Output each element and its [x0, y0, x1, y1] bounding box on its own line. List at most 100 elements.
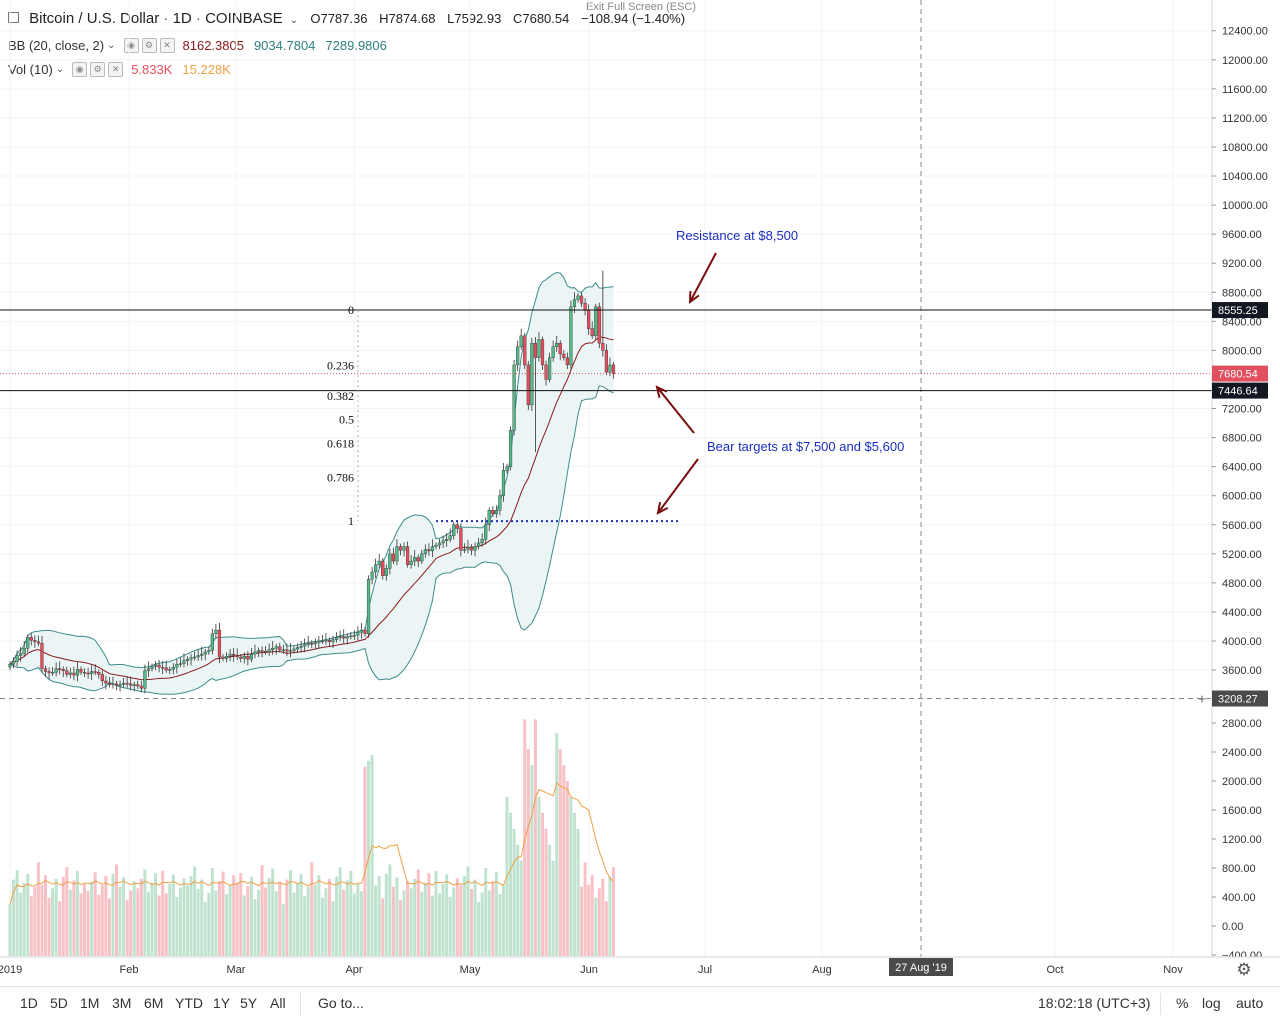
symbol-title[interactable]: Bitcoin / U.S. Dollar: [29, 10, 160, 27]
candle-body: [441, 540, 445, 544]
candle-body: [97, 672, 101, 675]
candle-body: [143, 670, 147, 689]
log-toggle[interactable]: log: [1202, 995, 1221, 1011]
candle-body: [579, 295, 584, 304]
volume-bar: [196, 889, 200, 956]
candle-body: [395, 546, 399, 562]
volume-bar: [47, 897, 51, 956]
chevron-down-icon[interactable]: ⌄: [289, 15, 299, 26]
timeframe-6m[interactable]: 6M: [144, 995, 164, 1011]
timeframe-all[interactable]: All: [270, 995, 286, 1011]
close-icon[interactable]: ✕: [159, 38, 175, 53]
candle-body: [480, 539, 484, 544]
volume-bar: [161, 870, 165, 956]
candle-body: [86, 672, 90, 675]
volume-bar: [200, 879, 204, 956]
time-tick-label: Jul: [698, 964, 712, 976]
chevron-down-icon[interactable]: ⌄: [107, 40, 116, 51]
candle-body: [423, 549, 427, 555]
chevron-down-icon[interactable]: ⌄: [55, 64, 65, 75]
candle-body: [363, 629, 367, 634]
volume-bar: [427, 873, 431, 956]
candle-body: [576, 295, 580, 300]
volume-bar: [420, 891, 424, 956]
candle-body: [409, 560, 413, 565]
candle-body: [164, 667, 168, 671]
volume-bar: [381, 898, 385, 956]
candle-body: [210, 633, 214, 651]
candle-body: [224, 656, 229, 659]
volume-bar: [612, 867, 615, 956]
volume-bar: [253, 899, 257, 956]
auto-toggle[interactable]: auto: [1236, 995, 1264, 1011]
exchange-label: COINBASE: [205, 10, 283, 27]
volume-bar: [139, 878, 143, 956]
gear-icon[interactable]: ⚙: [141, 38, 157, 53]
timeframe-1y[interactable]: 1Y: [213, 995, 231, 1011]
timeframe-3m[interactable]: 3M: [112, 995, 132, 1011]
candle-body: [43, 668, 48, 672]
exit-fullscreen-button[interactable]: Exit Full Screen (ESC): [586, 1, 697, 13]
volume-bar: [61, 876, 65, 956]
candle-body: [310, 642, 314, 645]
bb-label[interactable]: BB (20, close, 2): [8, 38, 105, 53]
volume-bar: [182, 878, 186, 956]
candle-body: [590, 328, 594, 337]
percent-toggle[interactable]: %: [1176, 995, 1189, 1011]
candle-body: [153, 664, 158, 667]
goto-button[interactable]: Go to...: [318, 995, 364, 1011]
chart-canvas[interactable]: + 0 0.236 0.382 0.5 0.618 0.786 1 Resistance at…: [0, 0, 1280, 986]
volume-bar: [537, 796, 541, 956]
eye-icon[interactable]: ◉: [123, 38, 139, 53]
volume-bar: [242, 895, 246, 956]
volume-bar: [54, 878, 58, 956]
candle-body: [462, 549, 466, 551]
candle-body: [29, 637, 33, 641]
timeframe-1m[interactable]: 1M: [80, 995, 100, 1011]
volume-bar: [107, 898, 111, 956]
timeframe-1d[interactable]: 1D: [20, 995, 38, 1011]
gear-icon[interactable]: ⚙: [90, 62, 106, 77]
candle-body: [40, 642, 44, 669]
candle-body: [398, 546, 403, 551]
arrow-bear-lower-head: [656, 502, 669, 515]
time-tick-label: Feb: [120, 964, 139, 976]
volume-bar: [359, 891, 363, 956]
candle-body: [274, 646, 278, 649]
volume-bar: [338, 867, 342, 956]
volume-bar: [487, 890, 491, 956]
arrow-bear-lower: [657, 458, 699, 514]
timeframe-5y[interactable]: 5Y: [240, 995, 258, 1011]
close-icon[interactable]: ✕: [108, 62, 124, 77]
eye-icon[interactable]: ◉: [72, 62, 88, 77]
vol-label[interactable]: Vol (10): [8, 62, 53, 77]
candle-body: [72, 672, 76, 676]
candle-body: [523, 335, 527, 366]
volume-bar: [281, 904, 285, 956]
candle-body: [114, 683, 119, 686]
arrow-resistance: [689, 252, 717, 303]
volume-bar: [246, 886, 250, 956]
ohlc-high: H7874.68: [379, 11, 436, 26]
price-tick-label: 5600.00: [1222, 520, 1262, 532]
price-tick-label: 6800.00: [1222, 433, 1262, 445]
annotation-resistance: Resistance at $8,500: [676, 228, 798, 243]
candle-body: [327, 640, 332, 642]
timeframe-5d[interactable]: 5D: [50, 995, 68, 1011]
candle-body: [572, 299, 577, 308]
volume-bar: [86, 891, 90, 956]
collapse-icon[interactable]: [8, 11, 19, 23]
candle-body: [434, 544, 438, 547]
volume-bar: [29, 896, 33, 956]
divider: [300, 993, 301, 1015]
volume-bar: [72, 880, 76, 956]
volume-bar: [264, 887, 268, 956]
volume-bar: [8, 904, 12, 956]
timeframe-ytd[interactable]: YTD: [175, 995, 203, 1011]
interval-label[interactable]: 1D: [172, 10, 192, 27]
volume-bar: [512, 828, 516, 956]
price-tick-label: 4000.00: [1222, 636, 1262, 648]
volume-bar: [434, 870, 438, 956]
price-tick-label: 9600.00: [1222, 229, 1262, 241]
candle-body: [345, 636, 349, 639]
